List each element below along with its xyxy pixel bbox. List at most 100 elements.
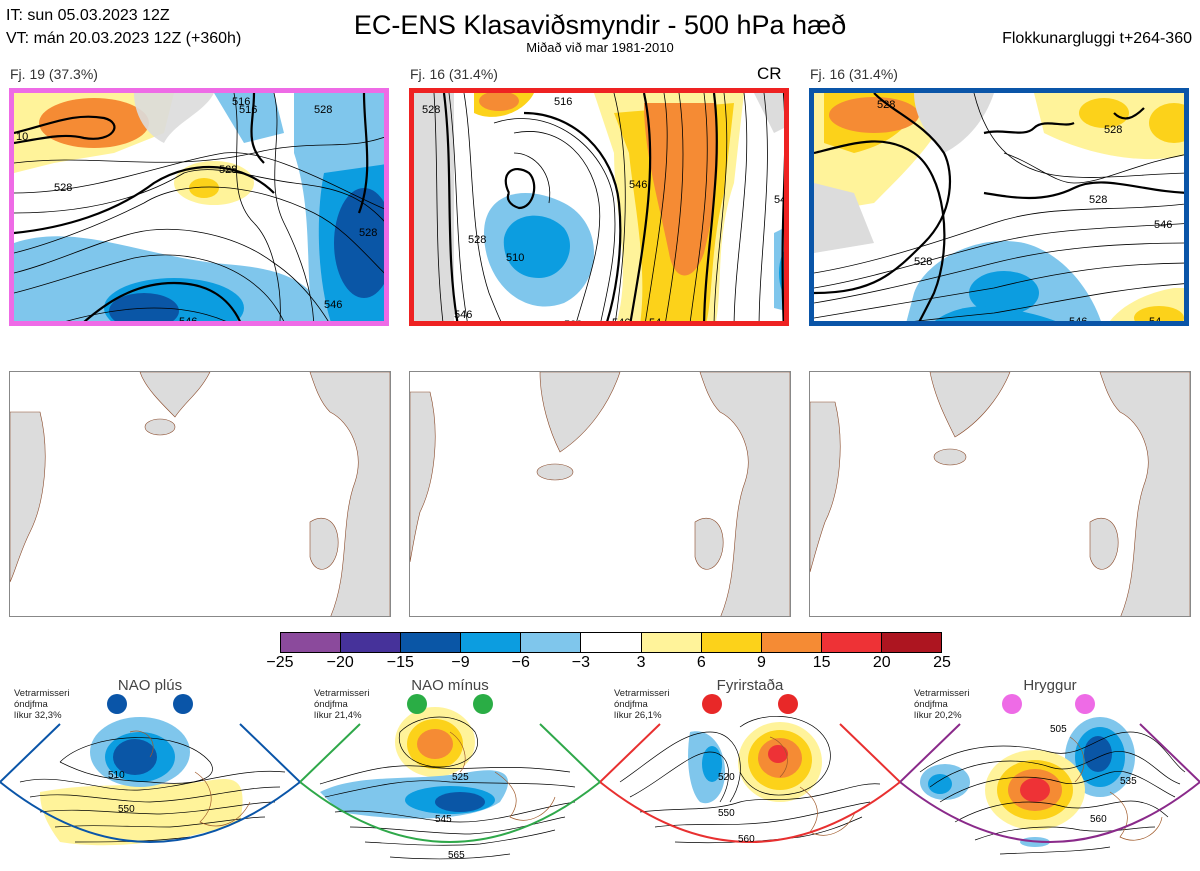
regime-1-note-line: óndjfma bbox=[14, 699, 48, 710]
regime-2-label: 565 bbox=[448, 850, 465, 861]
cluster-map-3: 528 528 528 528 546 546 54 bbox=[809, 88, 1189, 326]
colorbar-swatch bbox=[401, 633, 462, 652]
colorbar-tick-label: −15 bbox=[386, 654, 414, 671]
regime-3-note-line: Vetrarmisseri bbox=[614, 688, 670, 699]
regime-2-note-line: óndjfma bbox=[314, 699, 348, 710]
cluster-map-1: 10 528 528 516 528 546 546 54 528 516 bbox=[9, 88, 389, 326]
colorbar-swatch bbox=[521, 633, 582, 652]
map1-contour-label: 546 bbox=[324, 299, 342, 311]
regime-2-label: 545 bbox=[435, 814, 452, 825]
regime-blocking: 520 550 560 Fyrirstaða Vetrarmisseri ónd… bbox=[600, 672, 900, 871]
regime-3-note-line: líkur 26,1% bbox=[614, 710, 662, 721]
regime-1-label: 510 bbox=[108, 770, 125, 781]
cluster-2-label: Fj. 16 (31.4%) bbox=[410, 66, 498, 82]
colorbar-ticks: −25 −20 −15 −9 −6 −3 3 6 9 15 20 25 bbox=[240, 654, 982, 674]
page-title: EC-ENS Klasaviðsmyndir - 500 hPa hæð bbox=[353, 10, 847, 40]
basemap-1-graphic bbox=[10, 372, 390, 616]
colorbar-swatch bbox=[821, 633, 882, 652]
map3-contour-label: 528 bbox=[1089, 194, 1107, 206]
map2-contour-label: 546 bbox=[629, 179, 647, 191]
map1-contour-label: 516 bbox=[239, 104, 257, 116]
regime-1-name: NAO plús bbox=[117, 677, 183, 694]
regime-4-note: Vetrarmisseri óndjfma líkur 20,2% bbox=[914, 688, 969, 721]
regime-3-note: Vetrarmisseri óndjfma líkur 26,1% bbox=[614, 688, 669, 721]
classification-window: Flokkunargluggi t+264-360 bbox=[1002, 30, 1192, 47]
cluster-map-2-graphic: 528 516 510 528 546 528 546 54 546 54 bbox=[414, 93, 786, 326]
regime-4-label: 560 bbox=[1090, 814, 1107, 825]
colorbar-tick-label: −3 bbox=[571, 654, 591, 671]
regime-nao-plus: 510 550 NAO plús Vetrarmisseri óndjfma l… bbox=[0, 672, 300, 871]
colorbar-swatch bbox=[341, 633, 402, 652]
colorbar-swatch bbox=[461, 633, 522, 652]
regime-3-name: Fyrirstaða bbox=[716, 677, 784, 694]
regime-4-note-line: óndjfma bbox=[914, 699, 948, 710]
map2-contour-label: 54 bbox=[649, 317, 661, 326]
cluster-2-tag: CR bbox=[757, 64, 782, 83]
basemap-2-graphic bbox=[410, 372, 790, 616]
map1-contour-label: 516 bbox=[232, 96, 250, 108]
map1-contour-label: 528 bbox=[54, 182, 72, 194]
map1-contour-label: 10 bbox=[16, 131, 28, 143]
colorbar-tick-label: 15 bbox=[812, 654, 831, 671]
regime-2-note: Vetrarmisseri óndjfma líkur 21,4% bbox=[314, 688, 369, 721]
cluster-map-3-graphic: 528 528 528 528 546 546 54 bbox=[814, 93, 1184, 326]
regime-1-note-line: Vetrarmisseri bbox=[14, 688, 70, 699]
map2-contour-label: 516 bbox=[554, 96, 572, 108]
cluster-1-label: Fj. 19 (37.3%) bbox=[10, 66, 98, 82]
regime-2-name: NAO mínus bbox=[411, 677, 489, 694]
regime-3-label: 520 bbox=[718, 772, 735, 783]
valid-time: VT: mán 20.03.2023 12Z (+360h) bbox=[6, 30, 242, 47]
cluster-map-2: 528 516 510 528 546 528 546 54 546 54 bbox=[409, 88, 789, 326]
regime-3-note-line: óndjfma bbox=[614, 699, 648, 710]
map1-contour-label: 528 bbox=[314, 104, 332, 116]
colorbar-tick-label: −25 bbox=[266, 654, 294, 671]
map3-contour-label: 546 bbox=[1154, 219, 1172, 231]
map2-contour-label: 54 bbox=[774, 194, 786, 206]
colorbar-tick-label: 6 bbox=[696, 654, 706, 671]
regime-1-label: 550 bbox=[118, 804, 135, 815]
basemap-panel-3 bbox=[809, 371, 1191, 617]
colorbar-tick-label: −6 bbox=[511, 654, 530, 671]
regime-1-note: Vetrarmisseri óndjfma líkur 32,3% bbox=[14, 688, 69, 721]
cluster-3-label: Fj. 16 (31.4%) bbox=[810, 66, 898, 82]
map1-contour-label: 546 bbox=[179, 316, 197, 326]
regime-4-name: Hryggur bbox=[1023, 677, 1077, 694]
regime-2-label: 525 bbox=[452, 772, 469, 783]
colorbar-tick-label: 25 bbox=[933, 654, 951, 671]
map1-contour-label: 528 bbox=[359, 227, 377, 239]
colorbar-swatch bbox=[881, 633, 942, 652]
header-times: IT: sun 05.03.2023 12Z VT: mán 20.03.202… bbox=[6, 4, 241, 50]
map1-contour-label: 54 bbox=[219, 320, 231, 326]
map2-contour-label: 546 bbox=[612, 317, 630, 326]
colorbar-swatch bbox=[761, 633, 822, 652]
basemap-panel-2 bbox=[409, 371, 791, 617]
colorbar-tick-label: −9 bbox=[451, 654, 470, 671]
regime-4-label: 535 bbox=[1120, 776, 1137, 787]
map2-contour-label: 528 bbox=[468, 234, 486, 246]
colorbar-tick-label: 3 bbox=[636, 654, 646, 671]
regime-blocking-graphic: 520 550 560 bbox=[600, 694, 900, 845]
colorbar bbox=[280, 632, 942, 653]
regime-nao-minus-graphic: 525 545 565 bbox=[300, 694, 600, 861]
colorbar-swatch bbox=[641, 633, 702, 652]
map3-contour-label: 54 bbox=[1149, 316, 1161, 326]
regime-4-note-line: Vetrarmisseri bbox=[914, 688, 970, 699]
map2-contour-label: 510 bbox=[506, 252, 524, 264]
map3-contour-label: 528 bbox=[877, 99, 895, 111]
colorbar-tick-label: −20 bbox=[326, 654, 354, 671]
regime-3-label: 560 bbox=[738, 834, 755, 845]
colorbar-swatch bbox=[281, 633, 342, 652]
regime-4-note-line: líkur 20,2% bbox=[914, 710, 962, 721]
regime-nao-plus-graphic: 510 550 bbox=[0, 694, 300, 846]
regime-2-note-line: líkur 21,4% bbox=[314, 710, 362, 721]
map1-contour-label: 528 bbox=[219, 164, 237, 176]
initial-time: IT: sun 05.03.2023 12Z bbox=[6, 7, 170, 24]
regime-nao-minus: 525 545 565 NAO mínus Vetrarmisseri óndj… bbox=[300, 672, 600, 871]
map2-contour-label: 528 bbox=[422, 104, 440, 116]
colorbar-tick-label: 20 bbox=[872, 654, 891, 671]
regime-3-label: 550 bbox=[718, 808, 735, 819]
regime-ridge: 505 535 560 Hryggur Vetrarmisseri óndjfm… bbox=[900, 672, 1200, 871]
page-subtitle: Miðað við mar 1981-2010 bbox=[526, 40, 674, 55]
basemap-3-graphic bbox=[810, 372, 1190, 616]
map3-contour-label: 528 bbox=[914, 256, 932, 268]
